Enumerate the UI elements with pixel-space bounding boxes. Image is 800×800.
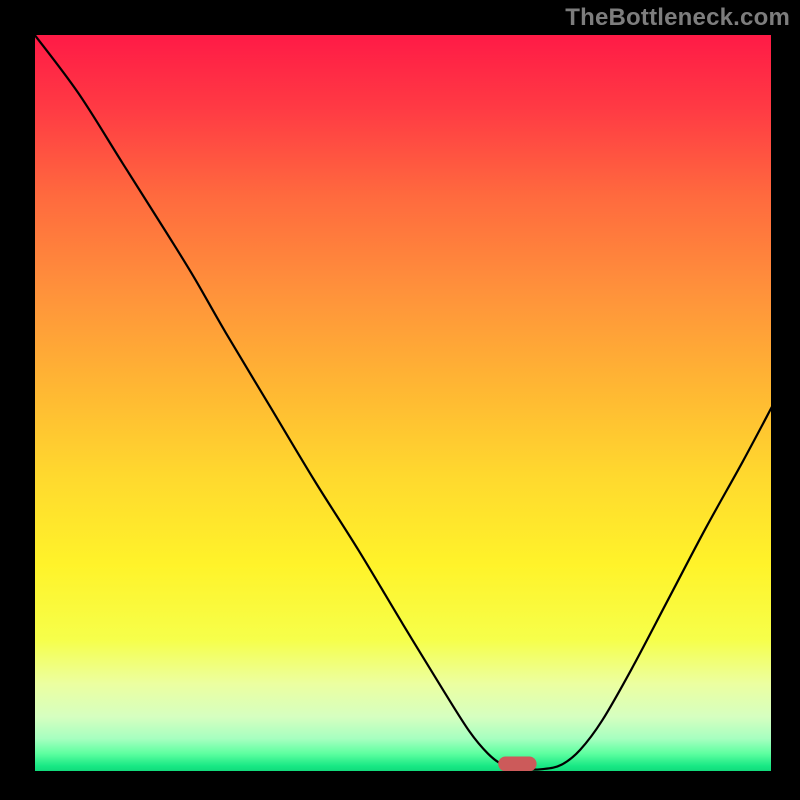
stage: TheBottleneck.com	[0, 0, 800, 800]
gradient-fill	[34, 34, 772, 772]
plot-svg	[34, 34, 772, 772]
optimum-marker[interactable]	[498, 757, 536, 772]
plot-area	[34, 34, 772, 772]
watermark-text: TheBottleneck.com	[565, 4, 790, 32]
